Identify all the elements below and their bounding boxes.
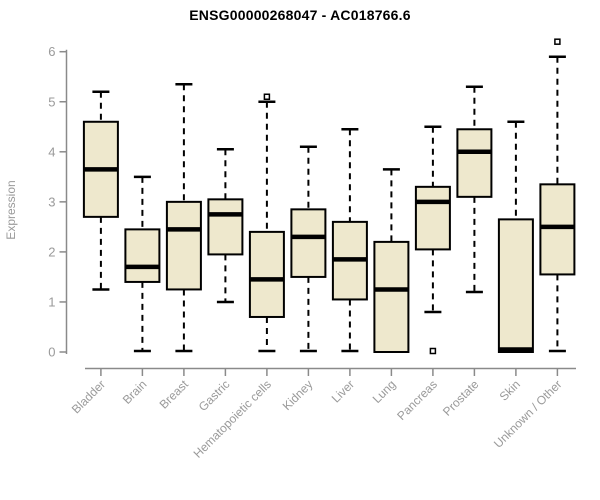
y-tick-label: 4	[48, 144, 55, 159]
y-tick-label: 1	[48, 294, 55, 309]
outlier-marker	[554, 38, 561, 45]
box-liver	[331, 128, 368, 353]
box-rect	[290, 208, 327, 278]
box-brain	[124, 175, 161, 353]
y-tick-label: 0	[48, 345, 55, 360]
box-rect	[207, 198, 244, 256]
y-tick-label: 3	[48, 194, 55, 209]
x-tick-label: Bladder	[69, 377, 108, 416]
box-gastric	[207, 148, 244, 304]
box-rect	[497, 218, 534, 353]
box-rect	[456, 128, 493, 198]
box-pancreas	[414, 125, 451, 355]
outlier-marker	[429, 347, 437, 355]
box-skin	[497, 120, 534, 353]
x-tick-label: Liver	[329, 377, 357, 405]
outlier-marker	[263, 93, 271, 100]
y-tick-label: 2	[48, 244, 55, 259]
box-bladder	[82, 90, 119, 291]
box-hematopoietic-cells	[248, 93, 285, 353]
box-rect	[248, 230, 285, 318]
box-kidney	[290, 145, 327, 353]
box-breast	[165, 82, 202, 353]
box-rect	[165, 200, 202, 291]
x-tick-label: Kidney	[280, 377, 316, 413]
chart-title: ENSG00000268047 - AC018766.6	[189, 7, 411, 23]
x-tick-label: Skin	[497, 377, 523, 403]
box-lung	[373, 168, 410, 353]
box-rect	[373, 240, 410, 353]
y-tick-label: 5	[48, 94, 55, 109]
box-rect	[539, 183, 576, 276]
x-tick-label: Lung	[370, 377, 399, 406]
y-tick-label: 6	[48, 44, 55, 59]
x-tick-label: Hematopoietic cells	[191, 377, 274, 460]
box-unknown-other	[539, 38, 576, 353]
x-tick-label: Gastric	[196, 377, 233, 414]
x-tick-label: Brain	[120, 377, 150, 407]
box-prostate	[456, 85, 493, 294]
box-rect	[124, 228, 161, 283]
box-rect	[414, 185, 451, 251]
x-tick-label: Prostate	[440, 377, 482, 419]
x-tick-label: Breast	[157, 377, 192, 412]
x-tick-label: Pancreas	[394, 377, 440, 423]
